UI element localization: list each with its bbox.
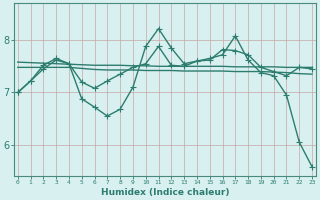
X-axis label: Humidex (Indice chaleur): Humidex (Indice chaleur): [101, 188, 229, 197]
